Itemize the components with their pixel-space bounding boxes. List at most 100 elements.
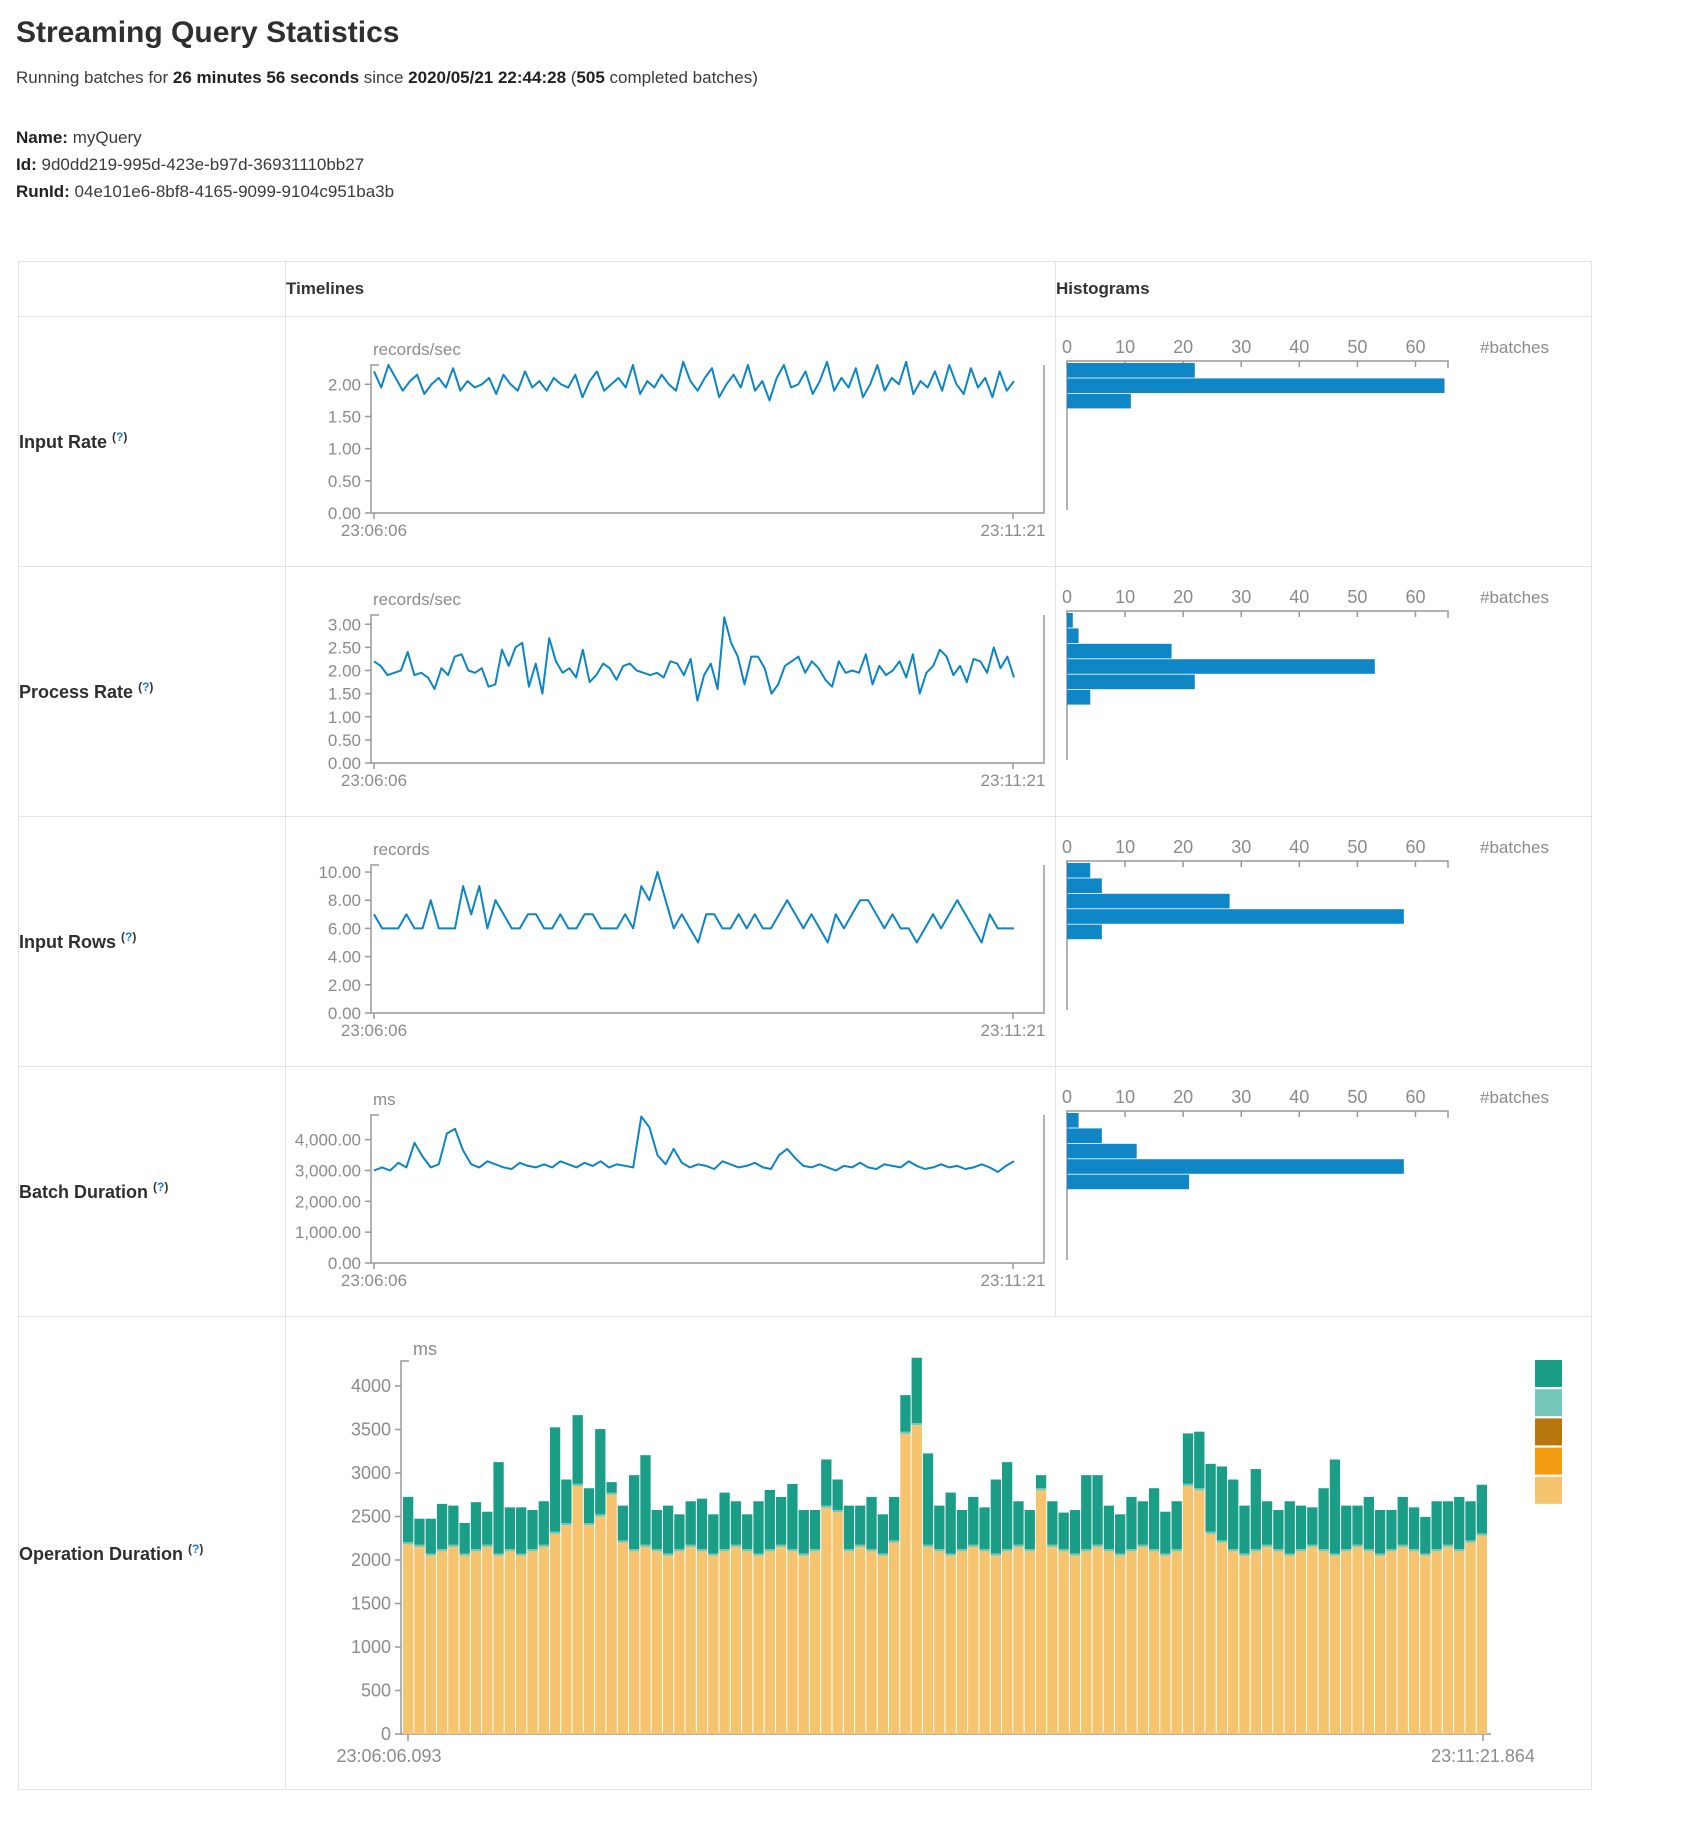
svg-text:1500: 1500 <box>351 1594 391 1614</box>
svg-text:60: 60 <box>1405 587 1425 607</box>
svg-text:#batches: #batches <box>1480 838 1549 857</box>
svg-text:23:06:06: 23:06:06 <box>341 1021 407 1040</box>
svg-text:0: 0 <box>1062 587 1072 607</box>
query-id-label: Id: <box>16 155 37 174</box>
svg-text:3000: 3000 <box>351 1463 391 1483</box>
query-runid-label: RunId: <box>16 182 70 201</box>
statistics-table: Timelines Histograms Input Rate (?) reco… <box>18 261 1592 1790</box>
running-batches-summary: Running batches for 26 minutes 56 second… <box>16 68 1693 88</box>
svg-text:1000: 1000 <box>351 1637 391 1657</box>
svg-text:3.00: 3.00 <box>328 615 361 634</box>
svg-text:23:11:21: 23:11:21 <box>981 771 1046 790</box>
query-name-label: Name: <box>16 128 68 147</box>
svg-text:30: 30 <box>1231 337 1251 357</box>
svg-text:40: 40 <box>1289 1087 1309 1107</box>
help-icon[interactable]: (?) <box>112 430 128 444</box>
input-rate-row: Input Rate (?) records/sec 0.00 0.50 1.00 1.… <box>18 316 1592 567</box>
process-rate-timeline-chart[interactable]: records/sec 0.00 0.50 1.00 1.50 2.00 2.50 3.00 2… <box>286 567 1054 816</box>
svg-text:3,000.00: 3,000.00 <box>295 1162 361 1181</box>
help-icon[interactable]: (?) <box>138 680 154 694</box>
svg-text:23:06:06.093: 23:06:06.093 <box>336 1746 441 1766</box>
svg-text:500: 500 <box>361 1681 391 1701</box>
batch-duration-timeline-cell: ms 0.00 1,000.00 2,000.00 3,000.00 4,000.00 23… <box>285 1066 1056 1317</box>
svg-text:1.50: 1.50 <box>328 685 361 704</box>
svg-text:1.00: 1.00 <box>328 708 361 727</box>
legend-swatch-2[interactable] <box>1535 1418 1562 1446</box>
input-rows-label: Input Rows (?) <box>18 816 286 1067</box>
help-icon[interactable]: (?) <box>121 930 137 944</box>
input-rate-histogram-chart[interactable]: 0 10 20 30 40 50 60 #batches <box>1056 317 1590 566</box>
query-info: Name: myQuery Id: 9d0dd219-995d-423e-b97… <box>16 124 1693 205</box>
input-rows-timeline-cell: records 0.00 2.00 4.00 6.00 8.00 10.00 23:06:06… <box>285 816 1056 1067</box>
input-rows-row: Input Rows (?) records 0.00 2.00 4.00 6.00 8.… <box>18 816 1592 1067</box>
input-rate-histogram-cell: 0 10 20 30 40 50 60 #batches <box>1055 316 1592 567</box>
batch-duration-histogram-cell: 0 10 20 30 40 50 60 #batches <box>1055 1066 1592 1317</box>
svg-text:0: 0 <box>1062 1087 1072 1107</box>
metric-name: Process Rate <box>19 682 139 702</box>
table-header-row: Timelines Histograms <box>18 261 1592 317</box>
batch-duration-timeline-chart[interactable]: ms 0.00 1,000.00 2,000.00 3,000.00 4,000.00 23… <box>286 1067 1054 1316</box>
svg-text:50: 50 <box>1347 587 1367 607</box>
svg-text:0.00: 0.00 <box>328 504 361 523</box>
svg-text:records/sec: records/sec <box>373 590 461 609</box>
svg-text:0.50: 0.50 <box>328 472 361 491</box>
svg-text:0: 0 <box>381 1724 391 1744</box>
corner-header-cell <box>18 261 286 317</box>
process-rate-timeline-cell: records/sec 0.00 0.50 1.00 1.50 2.00 2.50 3.00 2… <box>285 566 1056 817</box>
summary-duration: 26 minutes 56 seconds <box>172 68 360 87</box>
svg-text:23:11:21: 23:11:21 <box>981 521 1046 540</box>
svg-text:10.00: 10.00 <box>318 863 361 882</box>
query-runid-line: RunId: 04e101e6-8bf8-4165-9099-9104c951b… <box>16 178 1693 205</box>
svg-text:50: 50 <box>1347 337 1367 357</box>
svg-text:8.00: 8.00 <box>328 891 361 910</box>
query-name-value: myQuery <box>67 128 142 147</box>
legend-swatch-3[interactable] <box>1535 1447 1562 1475</box>
svg-text:4000: 4000 <box>351 1376 391 1396</box>
svg-text:0.00: 0.00 <box>328 754 361 773</box>
svg-text:10: 10 <box>1115 837 1135 857</box>
metric-name: Input Rate <box>19 432 112 452</box>
input-rows-timeline-chart[interactable]: records 0.00 2.00 4.00 6.00 8.00 10.00 23:06:06… <box>286 817 1054 1066</box>
operation-duration-row: Operation Duration (?) ms 0 500 1000 1500 200… <box>18 1316 1592 1790</box>
svg-text:0.00: 0.00 <box>328 1254 361 1273</box>
summary-suffix: completed batches) <box>604 68 758 87</box>
svg-text:23:11:21: 23:11:21 <box>981 1021 1046 1040</box>
page-title: Streaming Query Statistics <box>16 16 400 49</box>
input-rows-histogram-chart[interactable]: 0 10 20 30 40 50 60 #batches <box>1056 817 1590 1066</box>
query-name-line: Name: myQuery <box>16 124 1693 151</box>
metric-name: Batch Duration <box>19 1182 154 1202</box>
svg-text:2500: 2500 <box>351 1507 391 1527</box>
legend-swatch-1[interactable] <box>1535 1389 1562 1417</box>
help-icon[interactable]: (?) <box>188 1541 204 1556</box>
svg-text:4,000.00: 4,000.00 <box>295 1131 361 1150</box>
svg-text:50: 50 <box>1347 837 1367 857</box>
batch-duration-histogram-chart[interactable]: 0 10 20 30 40 50 60 #batches <box>1056 1067 1590 1316</box>
svg-text:60: 60 <box>1405 1087 1425 1107</box>
svg-text:10: 10 <box>1115 1087 1135 1107</box>
svg-text:0: 0 <box>1062 337 1072 357</box>
input-rows-histogram-cell: 0 10 20 30 40 50 60 #batches <box>1055 816 1592 1067</box>
summary-middle: since <box>359 68 409 87</box>
svg-text:1.00: 1.00 <box>328 440 361 459</box>
legend-swatch-0[interactable] <box>1535 1360 1562 1387</box>
svg-text:2000: 2000 <box>351 1550 391 1570</box>
operation-duration-stacked-chart[interactable]: ms 0 500 1000 1500 2000 2500 3000 3500 4000 23:06:… <box>286 1317 1591 1789</box>
svg-text:4.00: 4.00 <box>328 948 361 967</box>
operation-duration-chart-cell: ms 0 500 1000 1500 2000 2500 3000 3500 4000 23:06:… <box>285 1316 1592 1790</box>
svg-text:50: 50 <box>1347 1087 1367 1107</box>
input-rate-timeline-chart[interactable]: records/sec 0.00 0.50 1.00 1.50 2.00 23:06:06 2… <box>286 317 1054 566</box>
svg-text:#batches: #batches <box>1480 588 1549 607</box>
legend-swatch-4[interactable] <box>1535 1476 1562 1504</box>
svg-text:10: 10 <box>1115 587 1135 607</box>
svg-text:40: 40 <box>1289 837 1309 857</box>
process-rate-row: Process Rate (?) records/sec 0.00 0.50 1.00… <box>18 566 1592 817</box>
svg-text:20: 20 <box>1173 837 1193 857</box>
summary-start-time: 2020/05/21 22:44:28 <box>408 68 567 87</box>
help-icon[interactable]: (?) <box>153 1180 169 1194</box>
process-rate-histogram-cell: 0 10 20 30 40 50 60 #batches <box>1055 566 1592 817</box>
timelines-column-header: Timelines <box>285 261 1056 317</box>
process-rate-histogram-chart[interactable]: 0 10 20 30 40 50 60 #batches <box>1056 567 1590 816</box>
svg-text:6.00: 6.00 <box>328 919 361 938</box>
query-id-value: 9d0dd219-995d-423e-b97d-36931110bb27 <box>36 155 365 174</box>
svg-text:records/sec: records/sec <box>373 340 461 359</box>
